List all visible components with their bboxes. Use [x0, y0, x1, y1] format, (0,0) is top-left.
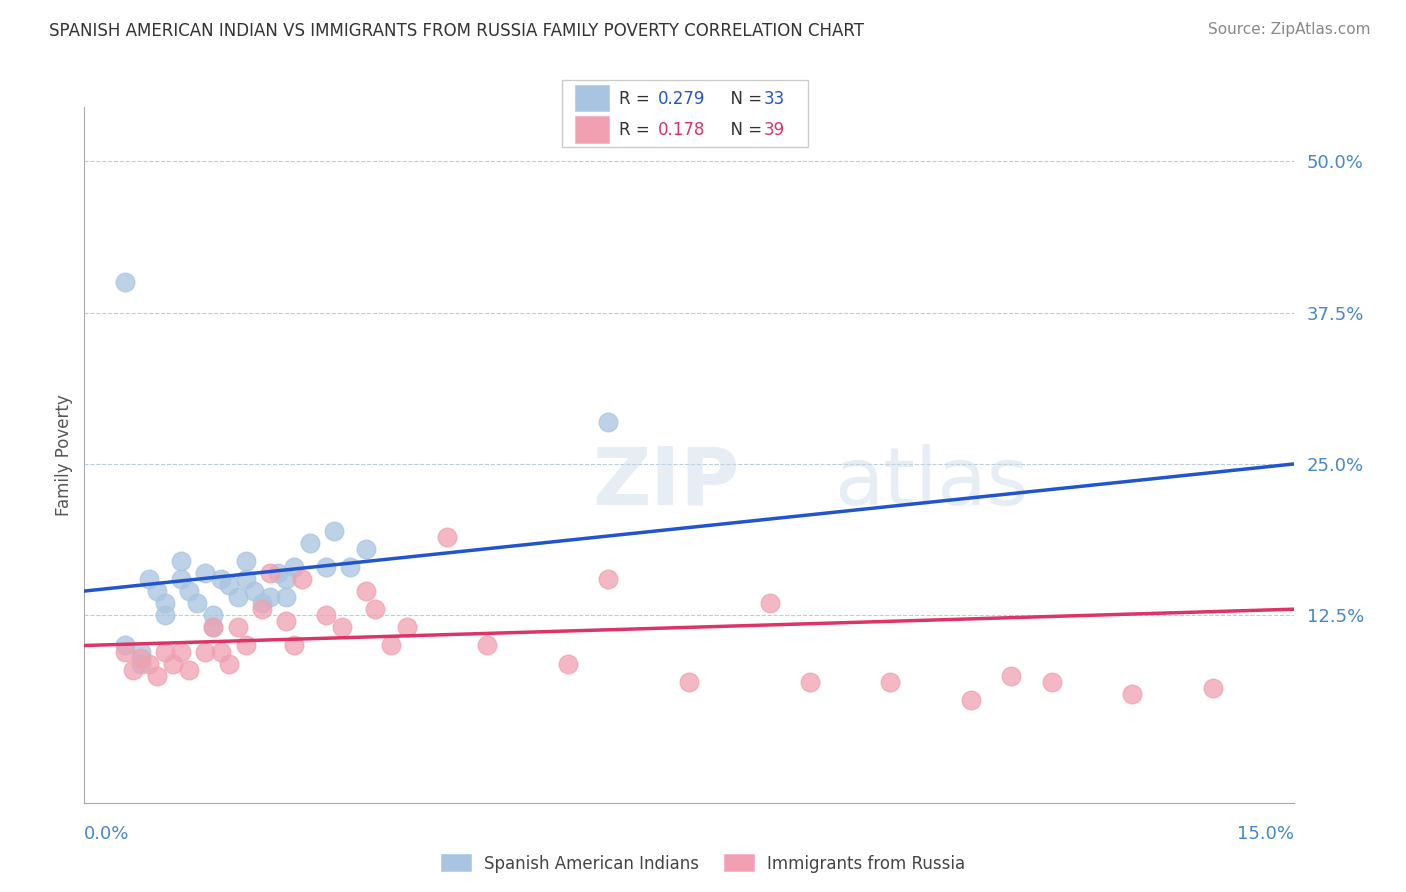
Text: 33: 33	[763, 90, 785, 108]
Point	[235, 639, 257, 653]
Point	[250, 602, 273, 616]
Point	[153, 596, 176, 610]
Point	[170, 572, 193, 586]
Point	[242, 584, 264, 599]
Legend: Spanish American Indians, Immigrants from Russia: Spanish American Indians, Immigrants fro…	[434, 847, 972, 880]
Point	[363, 602, 385, 616]
Point	[194, 566, 217, 580]
Point	[799, 674, 821, 689]
Point	[879, 674, 901, 689]
Point	[250, 596, 273, 610]
Point	[477, 639, 499, 653]
Text: N =: N =	[720, 121, 768, 139]
Point	[179, 663, 201, 677]
Y-axis label: Family Poverty: Family Poverty	[55, 394, 73, 516]
Text: 0.279: 0.279	[658, 90, 706, 108]
Point	[356, 541, 378, 556]
Point	[283, 639, 305, 653]
Point	[194, 644, 217, 658]
Point	[209, 572, 232, 586]
Point	[226, 590, 249, 604]
Point	[557, 657, 579, 671]
Point	[356, 584, 378, 599]
Point	[315, 559, 337, 574]
Point	[598, 572, 620, 586]
Text: 39: 39	[763, 121, 785, 139]
Text: 15.0%: 15.0%	[1236, 825, 1294, 843]
Point	[121, 663, 143, 677]
Point	[274, 615, 297, 629]
Point	[678, 674, 700, 689]
Point	[202, 620, 225, 634]
Point	[267, 566, 290, 580]
Point	[1121, 687, 1143, 701]
Text: atlas: atlas	[834, 443, 1028, 522]
Point	[395, 620, 418, 634]
Point	[218, 578, 240, 592]
Point	[259, 566, 281, 580]
Point	[129, 657, 152, 671]
Point	[226, 620, 249, 634]
Text: R =: R =	[619, 90, 655, 108]
Point	[1000, 669, 1022, 683]
Point	[758, 596, 780, 610]
Point	[339, 559, 361, 574]
Text: R =: R =	[619, 121, 655, 139]
Point	[170, 554, 193, 568]
Point	[259, 590, 281, 604]
Point	[138, 572, 160, 586]
Point	[218, 657, 240, 671]
Text: Source: ZipAtlas.com: Source: ZipAtlas.com	[1208, 22, 1371, 37]
Point	[162, 657, 184, 671]
Text: SPANISH AMERICAN INDIAN VS IMMIGRANTS FROM RUSSIA FAMILY POVERTY CORRELATION CHA: SPANISH AMERICAN INDIAN VS IMMIGRANTS FR…	[49, 22, 865, 40]
Point	[153, 608, 176, 623]
Point	[330, 620, 353, 634]
Point	[114, 639, 136, 653]
Text: 0.0%: 0.0%	[84, 825, 129, 843]
Point	[146, 669, 169, 683]
Point	[235, 554, 257, 568]
Point	[960, 693, 983, 707]
Point	[202, 608, 225, 623]
Point	[114, 644, 136, 658]
Text: N =: N =	[720, 90, 768, 108]
Point	[1040, 674, 1063, 689]
Point	[170, 644, 193, 658]
Point	[138, 657, 160, 671]
Point	[153, 644, 176, 658]
Point	[315, 608, 337, 623]
Point	[299, 535, 322, 549]
Point	[291, 572, 314, 586]
Point	[380, 639, 402, 653]
Point	[209, 644, 232, 658]
Point	[129, 644, 152, 658]
Point	[179, 584, 201, 599]
Point	[274, 572, 297, 586]
Point	[186, 596, 208, 610]
Point	[598, 415, 620, 429]
Point	[129, 650, 152, 665]
Point	[114, 276, 136, 290]
Point	[436, 530, 458, 544]
Text: ZIP: ZIP	[592, 443, 740, 522]
Point	[274, 590, 297, 604]
Point	[323, 524, 346, 538]
Point	[202, 620, 225, 634]
Point	[283, 559, 305, 574]
Point	[146, 584, 169, 599]
Point	[235, 572, 257, 586]
Text: 0.178: 0.178	[658, 121, 706, 139]
Point	[1202, 681, 1225, 695]
